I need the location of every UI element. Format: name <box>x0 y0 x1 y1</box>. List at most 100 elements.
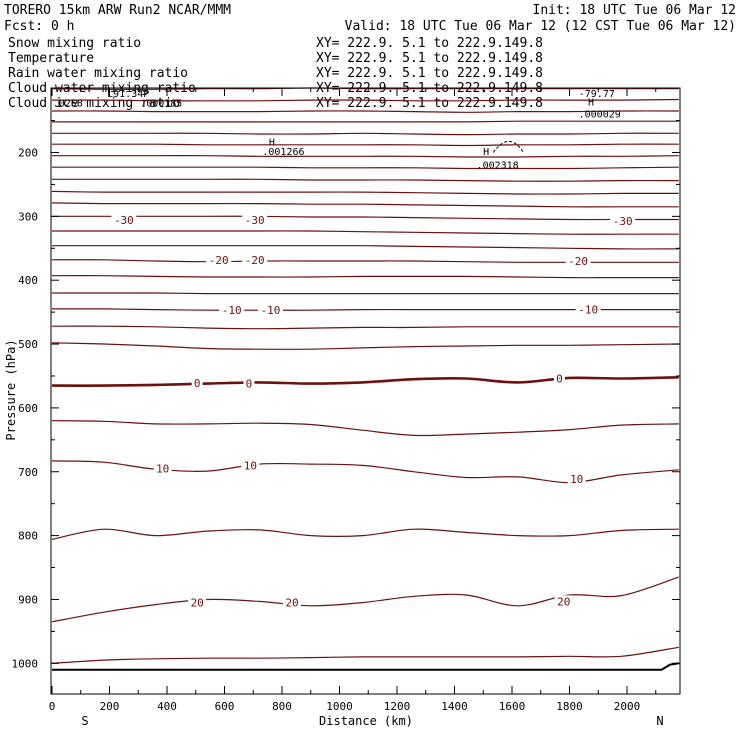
temperature-label: -30 <box>613 215 633 228</box>
isotherm-line <box>52 230 679 235</box>
temperature-label-bg <box>610 214 636 227</box>
temperature-label-bg <box>567 472 586 485</box>
isotherm-line <box>52 215 679 221</box>
extremum-label: .0258 <box>53 99 83 110</box>
isotherm-line <box>51 528 679 540</box>
isotherm-line <box>51 325 679 330</box>
temperature-label: 20 <box>285 597 298 610</box>
isotherm-line <box>51 342 679 350</box>
isotherm-line <box>51 143 679 147</box>
x-tick-label: 1000 <box>326 700 353 713</box>
y-tick-label: 900 <box>18 593 38 606</box>
temperature-label-bg <box>242 253 268 266</box>
isotherm-line <box>51 98 679 102</box>
isotherm-line <box>51 202 679 208</box>
temperature-label-bg <box>153 462 172 475</box>
temperature-label: -20 <box>245 254 265 267</box>
isotherm-line <box>51 308 679 311</box>
isotherm-line <box>51 245 679 250</box>
temperature-label: 10 <box>244 459 257 472</box>
temperature-label-bg <box>191 376 203 389</box>
temperature-label: 20 <box>191 597 204 610</box>
extremum-label: .000185 <box>140 99 182 110</box>
plot-area: -30 -30 -30 -20 -20 -20 -10 -10 -10 0 0 0 10 10 10 20 20… <box>50 87 681 695</box>
y-tick-label: 700 <box>18 466 38 479</box>
temperature-label: 0 <box>194 377 201 390</box>
isotherm-line <box>51 292 679 295</box>
isotherm-lines <box>51 87 679 664</box>
temperature-label-bg <box>206 253 232 266</box>
x-axis-title: Distance (km) <box>319 714 413 728</box>
isotherm-line <box>52 178 679 182</box>
temperature-labels: -30 -30 -30 -20 -20 -20 -10 -10 -10 0 0 0 10 10 10 20 20… <box>111 214 636 610</box>
temperature-label: 10 <box>570 473 583 486</box>
field-name: Temperature <box>8 51 94 66</box>
ground-line <box>52 662 679 671</box>
x-axis-south-label: S <box>81 714 88 728</box>
field-xy: XY= 222.9. 5.1 to 222.9.149.8 <box>316 51 543 66</box>
y-tick-label: 500 <box>18 338 38 351</box>
temperature-label-bg <box>575 303 601 316</box>
extremum-label: .000029 <box>579 109 621 120</box>
x-tick-label: 200 <box>100 700 120 713</box>
isotherm-line <box>51 166 679 170</box>
isotherm-line <box>51 275 679 279</box>
temperature-label: 0 <box>556 373 563 386</box>
isotherm-line <box>51 646 679 664</box>
isotherm-line <box>51 110 679 113</box>
temperature-label: -20 <box>568 255 588 268</box>
x-tick-label: 800 <box>272 700 292 713</box>
x-tick-label: 600 <box>215 700 235 713</box>
temperature-label: -10 <box>222 304 242 317</box>
x-tick-label: 1600 <box>499 700 526 713</box>
x-axis: 0 200 400 600 800 1000 1200 1400 1600 1800 2000 <box>49 88 657 713</box>
temperature-label: 20 <box>557 595 570 608</box>
x-tick-label: 0 <box>49 700 56 713</box>
x-axis-north-label: N <box>656 714 663 728</box>
plot-frame <box>50 87 681 695</box>
isotherm-line <box>51 132 679 136</box>
valid-time: Valid: 18 UTC Tue 06 Mar 12 (12 CST Tue … <box>345 19 736 34</box>
forecast-hour: Fcst: 0 h <box>4 19 74 34</box>
y-tick-label: 400 <box>18 274 38 287</box>
x-tick-label: 2000 <box>614 700 641 713</box>
extremum-label: L91.34P <box>107 89 149 100</box>
field-xy: XY= 222.9. 5.1 to 222.9.149.8 <box>316 36 543 51</box>
isotherm-line <box>51 420 679 437</box>
snow-contour-dashed <box>492 140 524 153</box>
temperature-label-bg <box>241 459 260 472</box>
temperature-label: -30 <box>245 214 265 227</box>
temperature-label-bg <box>219 304 245 317</box>
y-tick-label: 600 <box>18 402 38 415</box>
extremum-label: -79.77 <box>579 89 615 100</box>
field-name: Snow mixing ratio <box>8 36 141 51</box>
temperature-label: 0 <box>246 378 253 391</box>
extremum-label: H <box>588 97 594 108</box>
x-tick-label: 400 <box>157 700 177 713</box>
temperature-label-bg <box>553 372 565 385</box>
extremum-label: .002318 <box>477 160 519 171</box>
temperature-label-bg <box>243 377 255 390</box>
ground-surface-line <box>52 662 679 671</box>
isotherm-line <box>51 576 679 623</box>
isotherm-line <box>52 120 679 123</box>
extremum-label: H <box>269 137 275 148</box>
temperature-label: -10 <box>578 304 598 317</box>
extrema-labels: H.001266 H.002318H.000029-79.77L91.34P.00… <box>53 89 621 172</box>
init-time: Init: 18 UTC Tue 06 Mar 12 <box>533 3 737 18</box>
field-name: Rain water mixing ratio <box>8 66 188 81</box>
extremum-label: H <box>483 147 489 158</box>
y-tick-label: 200 <box>18 147 38 160</box>
field-xy: XY= 222.9. 5.1 to 222.9.149.8 <box>316 96 543 111</box>
x-tick-label: 1400 <box>441 700 468 713</box>
field-xy: XY= 222.9. 5.1 to 222.9.149.8 <box>316 66 543 81</box>
model-title: TORERO 15km ARW Run2 NCAR/MMM <box>4 3 231 18</box>
isotherm-line <box>51 376 679 387</box>
temperature-label-bg <box>565 255 591 268</box>
y-axis-title: Pressure (hPa) <box>4 339 18 440</box>
temperature-label: -30 <box>114 214 134 227</box>
temperature-label-bg <box>258 304 283 317</box>
temperature-label: -10 <box>261 304 281 317</box>
